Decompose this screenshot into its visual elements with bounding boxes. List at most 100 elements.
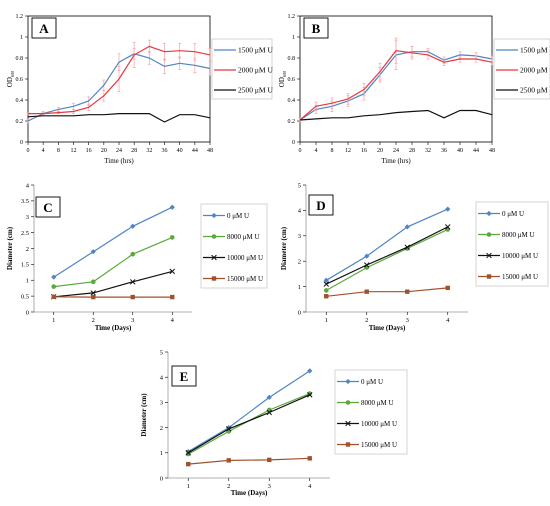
x-tick-label: 3: [406, 317, 409, 324]
data-point: [323, 281, 330, 287]
data-point: [51, 294, 56, 299]
legend-marker: [211, 234, 217, 239]
data-point: [170, 294, 175, 300]
chart-panel-b: 00.20.40.60.811.20 4 8 12 16 20 24 28 32 36 40 44 48…: [278, 14, 550, 165]
y-tick-label: 0.2: [288, 119, 296, 125]
panel-label-box: [303, 17, 329, 39]
chart-panel-c: 0 0.5 1 1.5 2 2.5 3 3.5 4 1 2 3 4 Time (Days) Diameter…: [6, 182, 268, 332]
legend-marker: [486, 252, 492, 259]
legend-entry: 0 μM U: [361, 378, 383, 386]
data-point: [90, 290, 97, 296]
y-axis-label-subscript: 600: [282, 71, 287, 77]
data-point: [323, 288, 329, 293]
x-tick-label: 44: [192, 148, 198, 154]
data-point: [90, 249, 96, 255]
panel-label-box: [171, 365, 197, 387]
data-point: [307, 368, 313, 374]
y-axis-label: Diameter (cm): [140, 393, 148, 437]
chart-panel-d: 0 1 2 3 4 5 1 2 3 4 Time (Days) Diameter (cm) D 0 μM …: [280, 182, 549, 332]
data-point: [186, 461, 191, 467]
x-tick-label: 16: [86, 148, 92, 154]
legend-marker: [486, 232, 492, 237]
data-point: [130, 251, 136, 257]
legend-entry: 15000 μM U: [361, 441, 397, 449]
series-2: [51, 235, 175, 289]
legend-marker: [345, 378, 351, 385]
series-line: [326, 226, 449, 285]
y-tick-label: 0.4: [16, 98, 24, 104]
y-tick-label: 5: [160, 349, 163, 356]
legend-entry: 8000 μM U: [502, 231, 535, 239]
x-tick-label: 4: [446, 317, 450, 324]
panel-label-box: [308, 194, 334, 216]
data-point: [363, 262, 370, 268]
y-tick-label: 4: [298, 208, 302, 215]
x-tick-label: 4: [315, 148, 318, 154]
x-tick-label: 0: [299, 148, 302, 154]
data-point: [266, 394, 272, 400]
x-tick-label: 12: [345, 148, 351, 154]
y-axis-label-subscript: 600: [10, 71, 15, 77]
legend-entry: 8000 μM U: [361, 399, 394, 407]
legend-entry: 0 μM U: [227, 212, 249, 220]
y-tick-label: 1.2: [288, 14, 296, 20]
y-tick-label: 1: [292, 35, 295, 41]
y-axis-label: OD600: [6, 71, 15, 87]
panel-label: D: [316, 198, 325, 213]
series-1: [185, 368, 313, 455]
panel-label: C: [43, 200, 52, 215]
panel-label-box: [35, 196, 61, 218]
series-2: [323, 227, 451, 293]
data-point: [324, 294, 329, 299]
data-point: [445, 206, 451, 212]
x-axis-label: Time (hrs): [104, 157, 134, 165]
series-4: [186, 456, 312, 467]
y-tick-label: 1.5: [21, 262, 29, 269]
x-axis-label: Time (Days): [369, 324, 406, 332]
x-tick-label: 20: [377, 148, 383, 154]
legend-entry: 2500 μM U: [238, 86, 273, 95]
legend-marker: [211, 254, 217, 261]
chart-panel-e: 0 1 2 3 4 5 1 2 3 4 Time (Days) Diameter (cm) E 0 μM …: [140, 349, 408, 497]
legend-marker: [486, 274, 492, 279]
data-point: [307, 456, 312, 461]
y-axis-label: Diameter (cm): [280, 226, 288, 270]
series-3: [27, 112, 211, 123]
x-tick-label: 40: [457, 148, 463, 154]
legend: 0 μM U 8000 μM U 10000 μM U 15000 μM U: [475, 201, 549, 287]
data-point: [130, 294, 135, 300]
series-3: [299, 109, 493, 121]
data-point: [90, 279, 96, 285]
y-axis-label: Diameter (cm): [6, 226, 14, 270]
x-tick-label: 1: [187, 483, 190, 490]
y-tick-label: 4: [160, 374, 164, 381]
x-tick-label: 1: [52, 317, 55, 324]
series-2: [185, 391, 313, 457]
x-tick-label: 4: [171, 317, 175, 324]
data-point: [226, 425, 232, 431]
series-line: [27, 53, 211, 122]
x-tick-label: 2: [92, 317, 95, 324]
x-tick-label: 0: [27, 148, 30, 154]
x-tick-label: 3: [131, 317, 134, 324]
y-tick-label: 0: [160, 475, 163, 482]
x-axis-label: Time (Days): [231, 489, 268, 497]
series-4: [51, 294, 175, 300]
plot-frame: [299, 15, 493, 143]
series-line: [53, 270, 173, 298]
series-line: [28, 45, 211, 115]
data-point: [185, 451, 191, 457]
x-tick-label: 40: [177, 148, 183, 154]
x-tick-label: 32: [425, 148, 431, 154]
series-line: [299, 50, 493, 121]
data-point: [323, 277, 329, 283]
series-2: [298, 37, 494, 123]
panel-label: E: [180, 369, 189, 384]
x-axis-label: Time (Days): [95, 324, 132, 332]
legend-box: [334, 369, 408, 455]
y-tick-label: 2: [298, 258, 301, 265]
data-point: [169, 204, 175, 210]
y-tick-label: 1: [298, 284, 301, 291]
legend-entry: 10000 μM U: [361, 420, 397, 428]
legend-entry: 15000 μM U: [227, 275, 263, 283]
